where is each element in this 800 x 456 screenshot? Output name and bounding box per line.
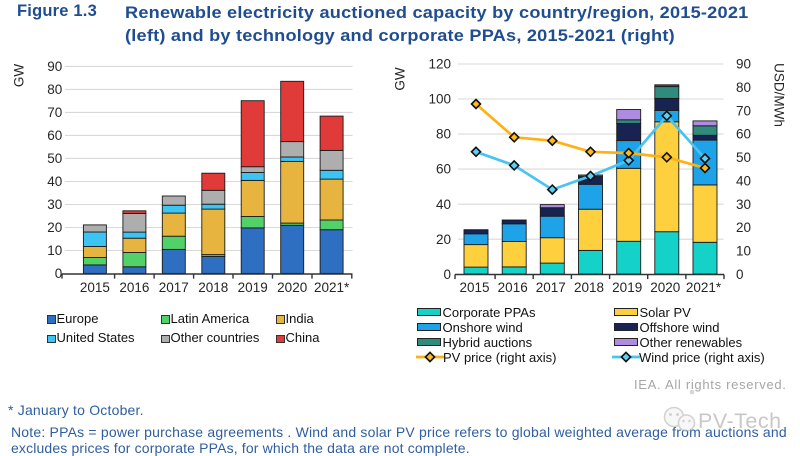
svg-text:2019: 2019 bbox=[612, 280, 642, 295]
svg-text:100: 100 bbox=[428, 92, 451, 107]
svg-text:USD/MWh: USD/MWh bbox=[772, 63, 787, 127]
svg-text:2015: 2015 bbox=[459, 280, 489, 295]
svg-text:30: 30 bbox=[47, 197, 62, 212]
svg-text:0: 0 bbox=[443, 267, 451, 282]
svg-text:90: 90 bbox=[736, 57, 751, 72]
svg-text:70: 70 bbox=[47, 105, 62, 120]
svg-text:2018: 2018 bbox=[574, 280, 604, 295]
svg-text:60: 60 bbox=[436, 162, 451, 177]
svg-text:2017: 2017 bbox=[536, 280, 566, 295]
svg-text:2015: 2015 bbox=[80, 280, 110, 295]
svg-text:50: 50 bbox=[47, 151, 62, 166]
svg-text:40: 40 bbox=[47, 174, 62, 189]
svg-text:GW: GW bbox=[12, 64, 27, 88]
svg-text:120: 120 bbox=[428, 57, 451, 72]
svg-text:2017: 2017 bbox=[159, 280, 189, 295]
svg-text:60: 60 bbox=[736, 127, 751, 142]
svg-text:2016: 2016 bbox=[119, 280, 149, 295]
svg-text:80: 80 bbox=[736, 80, 751, 95]
svg-text:80: 80 bbox=[436, 127, 451, 142]
svg-text:2020: 2020 bbox=[650, 280, 680, 295]
svg-text:10: 10 bbox=[736, 244, 751, 259]
svg-text:70: 70 bbox=[736, 103, 751, 118]
svg-text:2016: 2016 bbox=[498, 280, 528, 295]
svg-text:2021*: 2021* bbox=[686, 280, 722, 295]
svg-text:GW: GW bbox=[393, 67, 408, 91]
svg-text:2021*: 2021* bbox=[314, 280, 350, 295]
svg-text:60: 60 bbox=[47, 128, 62, 143]
svg-text:30: 30 bbox=[736, 197, 751, 212]
svg-text:90: 90 bbox=[47, 59, 62, 74]
svg-text:50: 50 bbox=[736, 150, 751, 165]
svg-text:40: 40 bbox=[436, 197, 451, 212]
svg-text:20: 20 bbox=[736, 220, 751, 235]
svg-text:10: 10 bbox=[47, 243, 62, 258]
svg-text:20: 20 bbox=[436, 232, 451, 247]
svg-text:0: 0 bbox=[55, 266, 63, 281]
svg-text:0: 0 bbox=[736, 267, 744, 282]
svg-text:2019: 2019 bbox=[238, 280, 268, 295]
svg-text:80: 80 bbox=[47, 82, 62, 97]
svg-text:PV-Tech: PV-Tech bbox=[698, 409, 782, 433]
svg-text:2020: 2020 bbox=[277, 280, 307, 295]
svg-text:20: 20 bbox=[47, 220, 62, 235]
svg-text:40: 40 bbox=[736, 174, 751, 189]
svg-text:2018: 2018 bbox=[198, 280, 228, 295]
